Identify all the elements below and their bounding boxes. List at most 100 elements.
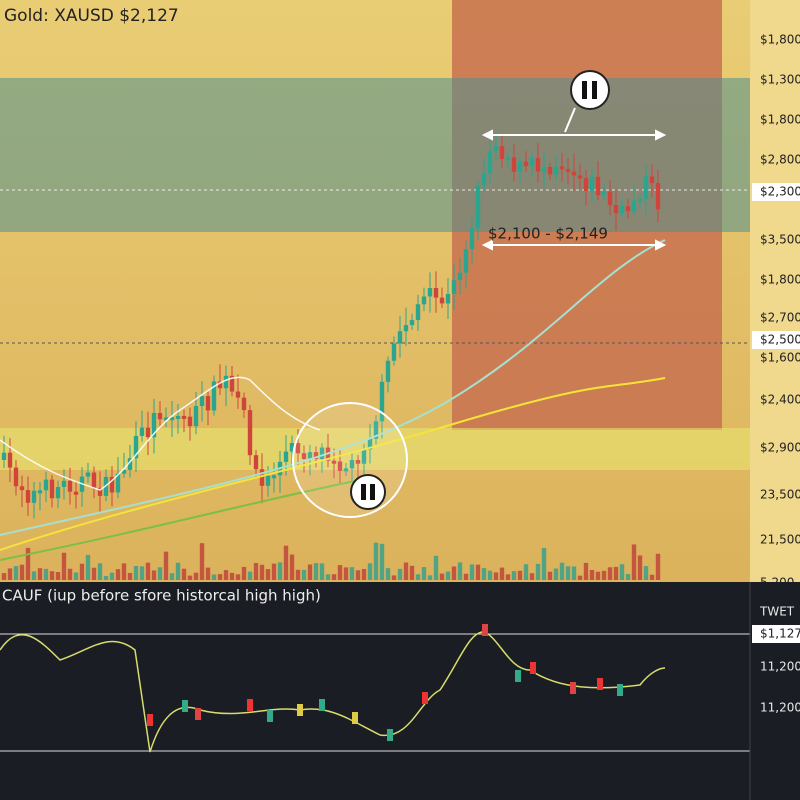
candle-body [511,157,517,172]
candle-body [625,206,631,212]
candle-body [85,472,91,477]
price-label: 23,500 [760,488,800,502]
volume-bar [355,570,361,580]
candle-body [349,460,355,469]
moving-average [0,376,321,491]
indicator-marker [297,704,303,716]
volume-bar [133,566,139,580]
candle-body [31,490,37,503]
volume-bar [169,573,175,580]
candle-body [211,381,217,411]
volume-bar [145,562,151,580]
volume-bar [55,572,61,580]
volume-bar [97,563,103,580]
indicator-marker [182,700,188,712]
candle-body [301,453,307,459]
volume-bar [187,575,193,580]
volume-bar [253,563,259,580]
candle-body [343,468,349,472]
candle-body [289,442,295,452]
volume-bar [601,570,607,580]
volume-bar [625,574,631,580]
candle-body [517,161,523,172]
candle-body [205,396,211,411]
candle-body [421,296,427,305]
moving-average [0,377,666,551]
candle-body [445,293,451,304]
price-label: $1,800 [760,33,800,47]
candle-body [199,396,205,407]
price-axis: $1,800 $1,300 $1,800 $2,800 $2,300 $3,500 $1,8… [752,33,800,590]
volume-bar [649,574,655,580]
volume-bar [73,572,79,580]
volume-bar [241,566,247,580]
candle-body [91,472,97,488]
candle-body [523,161,529,167]
volume-bar [475,564,481,580]
candle-body [7,452,13,468]
candle-body [583,178,589,191]
indicator-label: 11,200 [760,660,800,674]
volume-bar [223,570,229,580]
candle-body [61,480,67,487]
indicator-label: $1,127 [760,627,800,641]
volume-bar [151,570,157,580]
indicator-marker [247,699,253,711]
volume-bar [367,563,373,580]
volume-bar [607,567,613,580]
volume-bar [559,562,565,580]
range-label: $2,100 - $2,149 [488,225,608,243]
candle-body [163,417,169,421]
candle-body [637,198,643,202]
candle-body [49,479,55,499]
volume-bar [415,574,421,580]
candle-body [559,166,565,170]
volume-bar [553,568,559,580]
indicator-marker [387,729,393,741]
volume-bar [637,555,643,580]
volume-bar [427,575,433,580]
candle-body [55,486,61,499]
candle-body [13,467,19,487]
volume-bar [655,553,661,580]
volume-bar [199,543,205,580]
pause-marker[interactable] [350,474,386,510]
volume-bar [205,567,211,580]
candle-body [37,490,43,494]
resistance-band [0,78,750,232]
pause-marker[interactable] [564,70,610,133]
volume-bar [379,543,385,580]
indicator-markers [147,624,623,741]
price-label: $1,800 [760,273,800,287]
volume-bar [421,567,427,580]
volume-bar [31,571,37,580]
volume-bar [361,568,367,580]
indicator-panel [0,582,800,800]
moving-average [0,479,361,561]
candle-body [433,288,439,298]
price-label: $1,300 [760,73,800,87]
candle-body [307,452,313,459]
price-label: 21,500 [760,533,800,547]
candle-body [265,475,271,486]
volume-bar [505,574,511,580]
volume-bar [577,575,583,580]
candle-body [577,175,583,179]
indicator-label: TWET [759,605,795,619]
volume-bar [385,568,391,580]
candle-body [379,381,385,422]
indicator-marker [267,710,273,722]
candle-body [145,427,151,438]
candle-body [619,206,625,214]
candle-body [295,442,301,454]
volume-bar [529,573,535,580]
candle-body [451,280,457,294]
candle-body [121,469,127,474]
volume-bar [61,552,67,580]
indicator-marker [482,624,488,636]
price-tag [752,625,800,643]
volume-bar [19,564,25,580]
candle-body [403,325,409,332]
volume-bar [217,574,223,580]
